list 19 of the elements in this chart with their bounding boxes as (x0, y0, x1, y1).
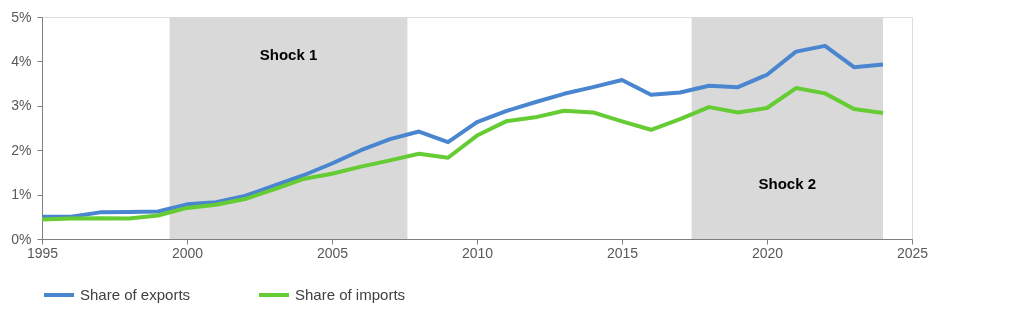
x-tick-label: 2005 (316, 244, 349, 261)
y-tick-label: 2% (11, 141, 32, 158)
x-tick-label: 2025 (896, 244, 929, 261)
band-label: Shock 1 (259, 45, 318, 63)
legend-label: Share of imports (295, 286, 406, 303)
x-tick-label: 2020 (751, 244, 784, 261)
band-label: Shock 2 (758, 174, 817, 192)
line-series (40, 43, 885, 219)
y-tick-label: 0% (11, 230, 32, 247)
x-tick-label: 2010 (461, 244, 494, 261)
line-series (40, 86, 885, 222)
y-tick-label: 3% (11, 97, 32, 114)
y-tick-label: 1% (11, 186, 32, 203)
y-tick-label: 5% (11, 8, 32, 25)
legend-label: Share of exports (80, 286, 191, 303)
x-tick-label: 1995 (26, 244, 59, 261)
y-tick-label: 4% (11, 52, 32, 69)
x-tick-label: 2000 (171, 244, 204, 261)
x-tick-label: 2015 (606, 244, 639, 261)
